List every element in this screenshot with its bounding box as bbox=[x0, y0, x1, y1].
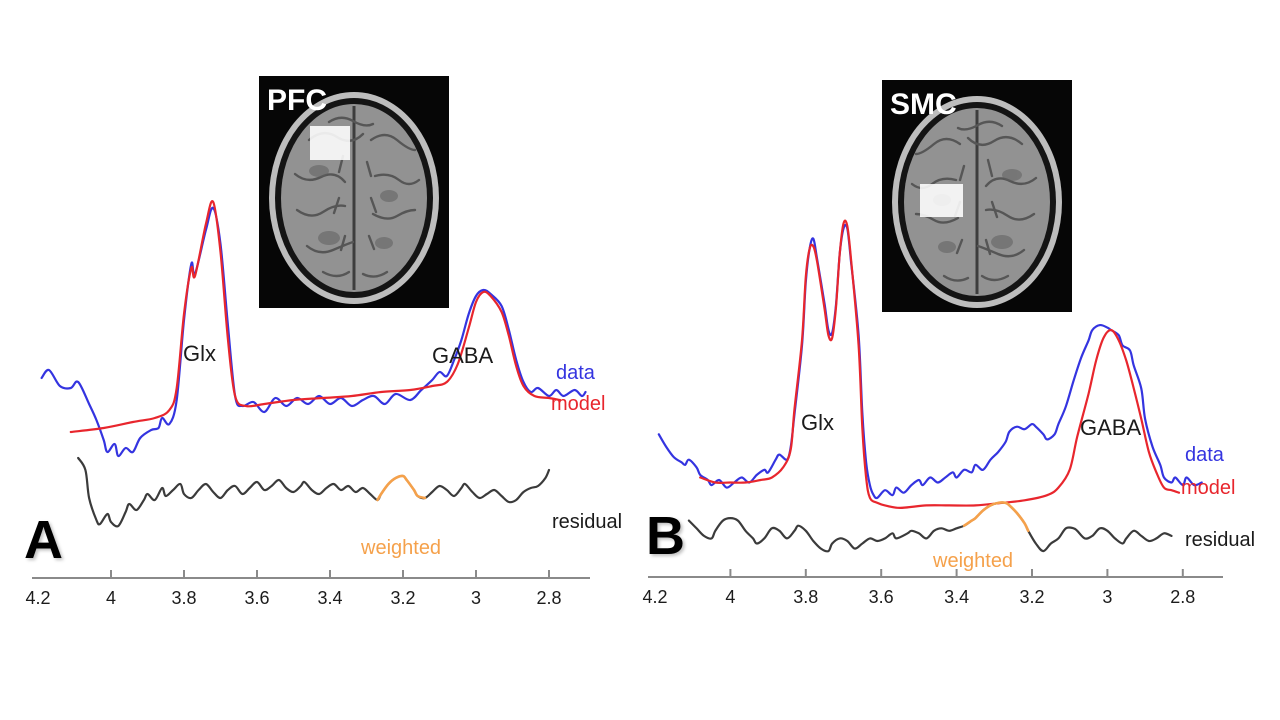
inset-region-label: PFC bbox=[267, 84, 327, 117]
weighted-series-label-b: weighted bbox=[933, 550, 1014, 572]
model-trace-B bbox=[699, 219, 1181, 509]
inset-region-label: SMC bbox=[890, 88, 957, 121]
x-axis-tick-label: 4 bbox=[106, 588, 116, 608]
data-series-label-a: data bbox=[556, 362, 595, 384]
data-series-label-b: data bbox=[1185, 444, 1224, 466]
x-axis-tick-label: 4.2 bbox=[642, 587, 667, 607]
brain-axial-slice bbox=[269, 92, 439, 304]
x-axis-tick-label: 3.2 bbox=[390, 588, 415, 608]
mrs-voxel-box bbox=[310, 126, 350, 160]
model-trace-A bbox=[69, 199, 562, 434]
x-axis-tick-label: 3.6 bbox=[869, 587, 894, 607]
x-axis-tick-label: 3.8 bbox=[171, 588, 196, 608]
weighted-series-label-a: weighted bbox=[361, 537, 442, 559]
x-axis-tick-label: 4.2 bbox=[25, 588, 50, 608]
x-axis-tick-label: 3.6 bbox=[244, 588, 269, 608]
x-axis-tick-label: 3.8 bbox=[793, 587, 818, 607]
x-axis-tick-label: 2.8 bbox=[1170, 587, 1195, 607]
data-trace-A bbox=[40, 206, 587, 458]
x-axis-tick-label: 2.8 bbox=[536, 588, 561, 608]
data-trace-B bbox=[657, 223, 1203, 500]
gaba-peak-label-a: GABA bbox=[432, 343, 494, 368]
x-axis-tick-label: 3.4 bbox=[944, 587, 969, 607]
x-axis-tick-label: 3.4 bbox=[317, 588, 342, 608]
x-axis-tick-label: 3 bbox=[471, 588, 481, 608]
residual-series-label-b: residual bbox=[1185, 529, 1256, 551]
pfc-mri-inset: PFC bbox=[259, 76, 449, 308]
glx-peak-label-b: Glx bbox=[801, 410, 834, 435]
weighted-trace-B bbox=[962, 501, 1030, 533]
panel-letter-a: A bbox=[24, 510, 63, 570]
weighted-trace-A bbox=[376, 474, 427, 502]
gaba-peak-label-b: GABA bbox=[1080, 415, 1142, 440]
smc-mri-inset: SMC bbox=[882, 80, 1072, 312]
residual-trace-B bbox=[687, 501, 1173, 553]
brain-axial-slice bbox=[892, 96, 1062, 308]
residual-trace-A bbox=[77, 456, 551, 528]
panel-letter-b: B bbox=[646, 506, 685, 566]
model-series-label-a: model bbox=[551, 393, 606, 415]
x-axis-tick-label: 4 bbox=[725, 587, 735, 607]
residual-series-label-a: residual bbox=[552, 511, 623, 533]
x-axis-tick-label: 3.2 bbox=[1019, 587, 1044, 607]
glx-peak-label-a: Glx bbox=[183, 341, 216, 366]
mrs-voxel-box bbox=[920, 184, 963, 217]
model-series-label-b: model bbox=[1181, 477, 1236, 499]
x-axis-tick-label: 3 bbox=[1102, 587, 1112, 607]
